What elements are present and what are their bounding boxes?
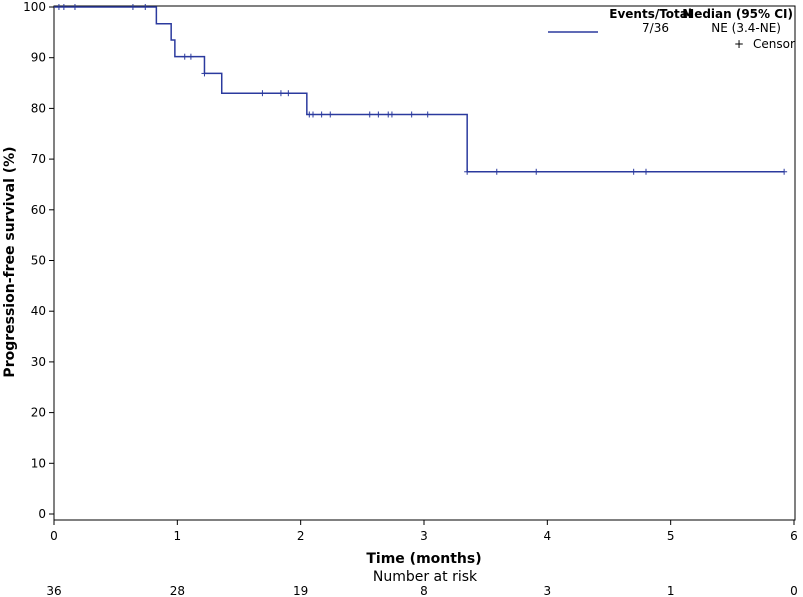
legend-median: NE (3.4-NE) — [711, 21, 781, 35]
y-tick-label: 90 — [31, 51, 46, 65]
legend-header-median: Median (95% CI) — [682, 7, 793, 21]
censor-mark — [408, 111, 415, 118]
km-curve — [54, 6, 785, 173]
risk-count: 36 — [46, 584, 61, 597]
y-tick-label: 70 — [31, 152, 46, 166]
censor-mark — [533, 168, 540, 175]
censor-marks — [55, 4, 788, 175]
censor-mark — [464, 168, 471, 175]
censor-mark — [187, 53, 194, 60]
risk-count: 19 — [293, 584, 308, 597]
x-tick-label: 3 — [420, 529, 428, 543]
censor-mark — [424, 111, 431, 118]
censor-mark — [327, 111, 334, 118]
censor-mark — [181, 53, 188, 60]
censor-mark — [277, 90, 284, 97]
y-tick-label: 10 — [31, 456, 46, 470]
censor-mark — [201, 70, 208, 77]
risk-count: 1 — [667, 584, 675, 597]
y-tick-label: 20 — [31, 406, 46, 420]
legend-censor-label: Censor — [753, 37, 795, 51]
x-tick-label: 2 — [297, 529, 305, 543]
censor-mark — [493, 168, 500, 175]
y-tick-label: 30 — [31, 355, 46, 369]
plot-frame — [53, 5, 796, 521]
censor-mark — [129, 4, 136, 10]
censor-mark — [318, 111, 325, 118]
censor-mark — [630, 168, 637, 175]
censor-mark — [142, 4, 149, 10]
y-tick-label: 100 — [23, 0, 46, 14]
censor-mark — [60, 4, 67, 10]
legend-censor-symbol: + — [734, 37, 744, 51]
censor-mark — [781, 168, 788, 175]
censor-mark — [259, 90, 266, 97]
censor-mark — [375, 111, 382, 118]
risk-table-title: Number at risk — [373, 569, 478, 585]
censor-mark — [285, 90, 292, 97]
y-axis: 0 10 20 30 40 50 60 70 80 90 100 — [23, 0, 54, 521]
legend-events-total: 7/36 — [642, 21, 669, 35]
risk-count: 0 — [790, 584, 798, 597]
y-tick-label: 50 — [31, 254, 46, 268]
x-tick-label: 5 — [667, 529, 675, 543]
x-tick-label: 4 — [544, 529, 552, 543]
censor-mark — [71, 4, 78, 10]
censor-mark — [366, 111, 373, 118]
y-tick-label: 0 — [38, 507, 46, 521]
risk-table-values: 36 28 19 8 3 1 0 — [46, 584, 797, 597]
legend: Events/Total Median (95% CI) 7/36 NE (3.… — [548, 7, 795, 51]
x-axis-title: Time (months) — [366, 551, 481, 567]
y-axis-title: Progression-free survival (%) — [2, 146, 18, 377]
risk-count: 28 — [170, 584, 185, 597]
censor-mark — [310, 111, 316, 118]
risk-count: 8 — [420, 584, 428, 597]
y-tick-label: 80 — [31, 101, 46, 115]
risk-count: 3 — [544, 584, 552, 597]
legend-header-events: Events/Total — [609, 7, 692, 21]
censor-mark — [643, 168, 649, 175]
x-tick-label: 0 — [50, 529, 58, 543]
x-axis: 0 1 2 3 4 5 6 — [50, 520, 798, 543]
y-tick-label: 60 — [31, 203, 46, 217]
censor-mark — [388, 111, 395, 118]
y-tick-label: 40 — [31, 304, 46, 318]
x-tick-label: 6 — [790, 529, 798, 543]
plot-area: 0 10 20 30 40 50 60 70 80 90 100 0 1 2 3 4 5 6 — [23, 0, 798, 543]
x-tick-label: 1 — [174, 529, 182, 543]
